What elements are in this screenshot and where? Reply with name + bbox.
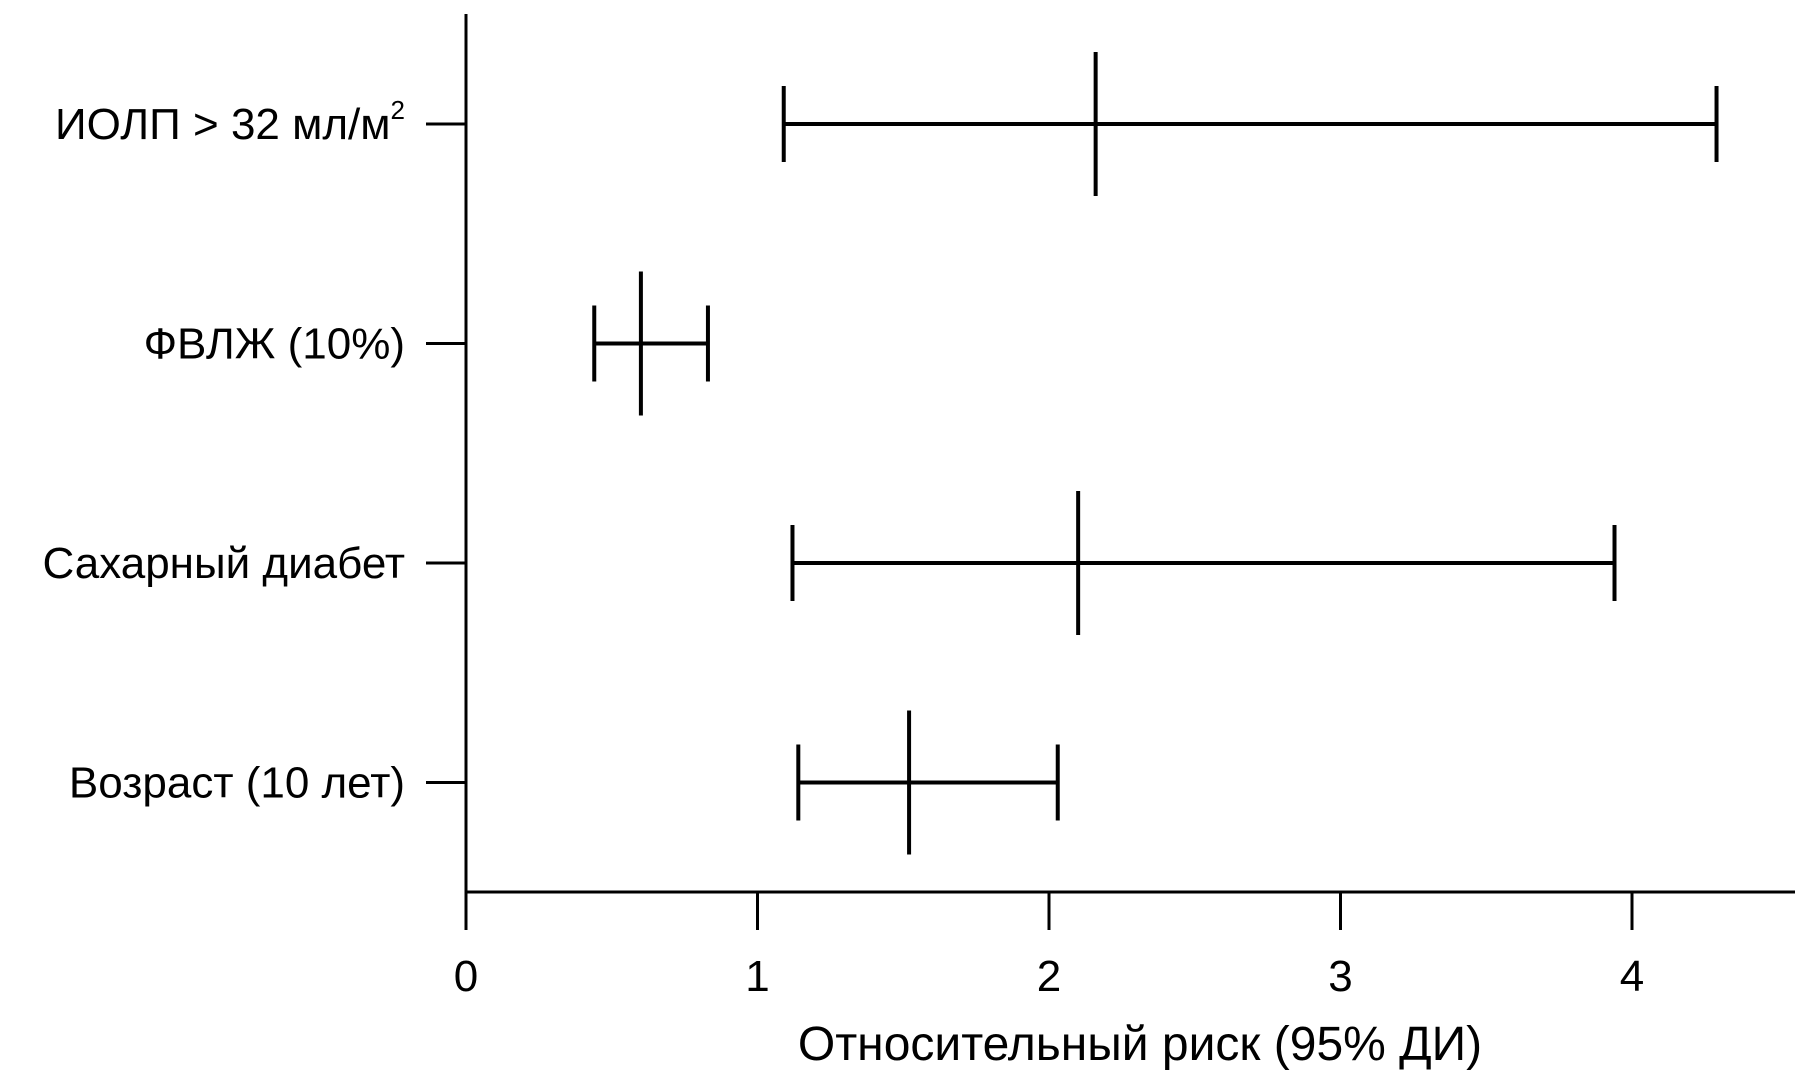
x-tick-label: 2 (1037, 952, 1061, 1001)
x-tick-label: 3 (1328, 952, 1352, 1001)
x-tick-label: 4 (1620, 952, 1644, 1001)
x-tick-label: 1 (745, 952, 769, 1001)
row-label: ФВЛЖ (10%) (144, 320, 405, 369)
x-axis-ticks: 0 1 2 3 4 (454, 892, 1644, 1001)
rows: ИОЛП > 32 мл/м2 ФВЛЖ (10%) Сахарный диабет… (42, 52, 1719, 855)
row-label: ИОЛП > 32 мл/м2 (55, 95, 405, 149)
forest-row: ФВЛЖ (10%) (144, 271, 710, 416)
forest-row: Возраст (10 лет) (69, 710, 1060, 855)
forest-row: Сахарный диабет (42, 491, 1617, 635)
row-label: Возраст (10 лет) (69, 759, 405, 808)
x-tick-label: 0 (454, 952, 478, 1001)
x-axis-title: Относительный риск (95% ДИ) (798, 1018, 1482, 1071)
forest-row: ИОЛП > 32 мл/м2 (55, 52, 1719, 196)
row-label: Сахарный диабет (42, 539, 405, 588)
axes (464, 14, 1795, 894)
